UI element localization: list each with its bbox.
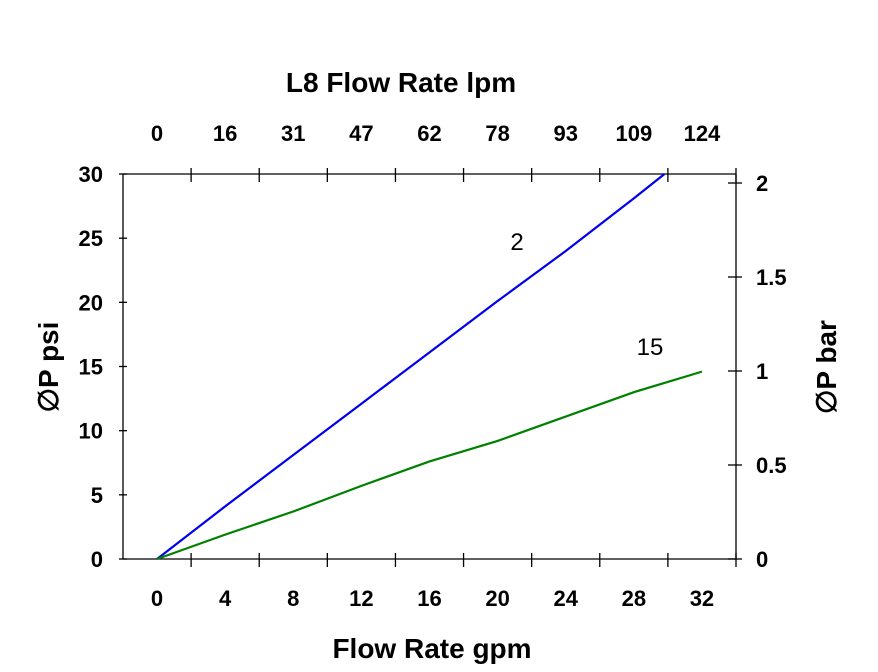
top-tick-label: 16: [213, 121, 237, 146]
y-right-tick-label: 1.5: [756, 265, 787, 290]
x-tick-label: 8: [287, 586, 299, 611]
top-tick-label: 47: [349, 121, 373, 146]
top-tick-label: 124: [684, 121, 721, 146]
axes: [122, 173, 737, 560]
x-tick-label: 12: [349, 586, 373, 611]
y-tick-label: 25: [79, 226, 103, 251]
y-tick-label: 10: [79, 419, 103, 444]
x-tick-label: 4: [219, 586, 232, 611]
y-axis-title: ∅P psi: [33, 322, 64, 413]
top-tick-label: 93: [553, 121, 577, 146]
x-axis-title: Flow Rate gpm: [332, 633, 531, 664]
series-line-15: [156, 370, 703, 561]
x-tick-label: 20: [485, 586, 509, 611]
top-tick-label: 109: [615, 121, 652, 146]
x-tick-label: 24: [553, 586, 578, 611]
chart-title: L8 Flow Rate lpm: [286, 67, 516, 98]
x-tick-label: 28: [622, 586, 646, 611]
y-right-tick-label: 0.5: [756, 453, 787, 478]
series-line-2: [156, 173, 666, 560]
series-lines: 2 15: [156, 173, 703, 561]
y-right-axis-title: ∅P bar: [811, 320, 842, 414]
y-right-tick-label: 0: [756, 547, 768, 572]
y-tick-label: 5: [91, 483, 103, 508]
series-label-15: 15: [637, 334, 664, 361]
y-tick-label: 30: [79, 162, 103, 187]
y-right-tick-label: 1: [756, 359, 768, 384]
series-label-2: 2: [510, 229, 523, 256]
top-tick-label: 0: [151, 121, 163, 146]
top-tick-label: 62: [417, 121, 441, 146]
x-tick-label: 32: [690, 586, 714, 611]
y-right-tick-label: 2: [756, 171, 768, 196]
y-tick-label: 20: [79, 290, 103, 315]
y-tick-label: 15: [79, 355, 103, 380]
ticks: 0041683112471662207824932810932124051015…: [79, 121, 787, 611]
y-tick-label: 0: [91, 547, 103, 572]
x-tick-label: 16: [417, 586, 441, 611]
x-tick-label: 0: [151, 586, 163, 611]
top-tick-label: 78: [485, 121, 509, 146]
top-tick-label: 31: [281, 121, 305, 146]
